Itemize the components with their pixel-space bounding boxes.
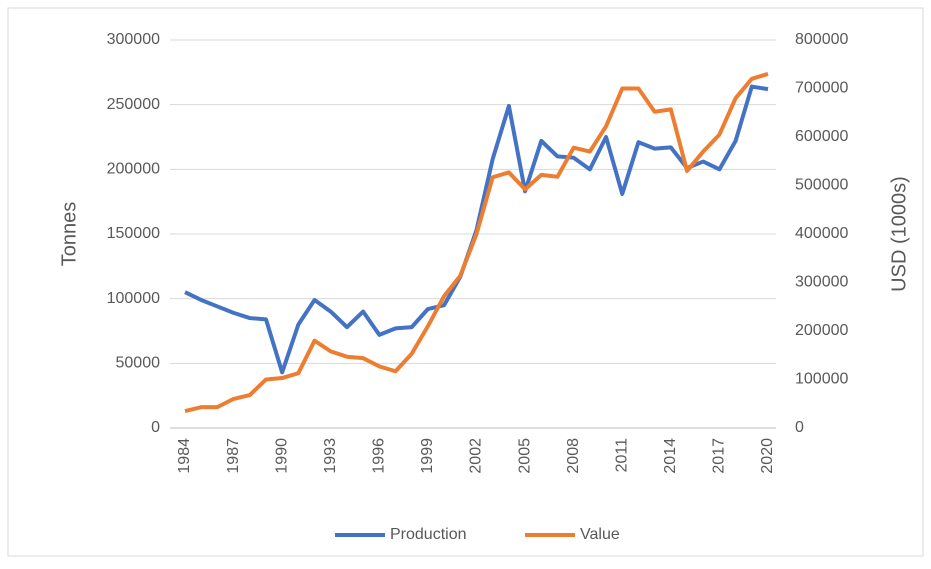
y-axis-label: Tonnes [58,202,80,267]
x-tick-label: 1987 [225,438,242,474]
x-tick-label: 1993 [322,438,339,474]
y-tick-label: 150000 [107,225,160,242]
x-tick-label: 1984 [176,438,193,474]
y2-axis-label: USD (1000s) [888,176,910,292]
y-tick-label: 0 [151,419,160,436]
y2-tick-label: 0 [795,419,804,436]
y-tick-label: 100000 [107,290,160,307]
y2-tick-label: 800000 [795,31,848,48]
y-tick-label: 300000 [107,31,160,48]
y2-tick-label: 700000 [795,80,848,97]
x-tick-label: 1990 [273,438,290,474]
legend-label: Production [390,526,467,543]
line-series [184,72,769,413]
x-tick-label: 2017 [711,438,728,474]
y-tick-label: 50000 [116,355,161,372]
y2-tick-label: 500000 [795,177,848,194]
y2-tick-label: 600000 [795,128,848,145]
y2-tick-label: 300000 [795,274,848,291]
x-tick-label: 2020 [759,438,776,474]
x-tick-label: 2008 [565,438,582,474]
y2-tick-label: 100000 [795,371,848,388]
y2-tick-label: 200000 [795,322,848,339]
y-tick-label: 200000 [107,161,160,178]
y-tick-label: 250000 [107,96,160,113]
y2-tick-label: 400000 [795,225,848,242]
x-tick-label: 2002 [468,438,485,474]
x-tick-label: 2005 [516,438,533,474]
x-tick-label: 2014 [662,438,679,474]
x-tick-label: 1999 [419,438,436,474]
chart-border [7,7,924,557]
legend-label: Value [580,526,620,543]
x-tick-label: 2011 [613,438,630,473]
x-tick-label: 1996 [371,438,388,474]
